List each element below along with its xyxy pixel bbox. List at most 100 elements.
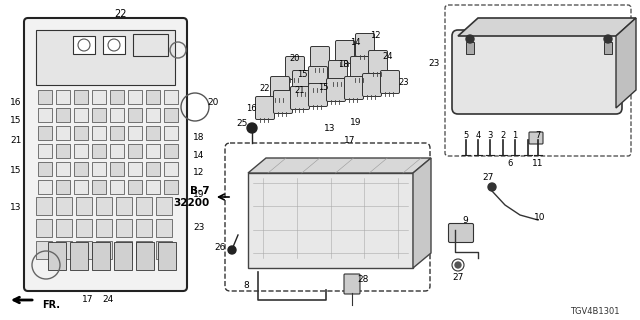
Text: 20: 20 [207, 98, 219, 107]
Bar [110, 180, 124, 194]
Text: 24: 24 [383, 52, 393, 60]
Text: 5: 5 [463, 131, 468, 140]
Bar [146, 144, 160, 158]
Bar [74, 144, 88, 158]
Bar [76, 219, 92, 237]
Text: 22: 22 [114, 9, 126, 19]
FancyBboxPatch shape [310, 46, 330, 69]
Bar [92, 180, 106, 194]
Circle shape [604, 35, 612, 43]
Bar [38, 108, 52, 122]
Bar [128, 108, 142, 122]
Bar [70, 242, 88, 270]
Text: 13: 13 [324, 124, 336, 132]
Polygon shape [458, 18, 636, 36]
Bar [56, 219, 72, 237]
Bar [56, 126, 70, 140]
Text: 4: 4 [476, 131, 481, 140]
FancyBboxPatch shape [369, 51, 387, 74]
Circle shape [466, 35, 474, 43]
Bar [136, 242, 154, 270]
Text: 20: 20 [290, 53, 300, 62]
Text: 23: 23 [429, 59, 440, 68]
Bar [158, 242, 176, 270]
Bar [92, 242, 110, 270]
Circle shape [247, 123, 257, 133]
Text: 15: 15 [10, 165, 22, 174]
Bar [156, 241, 172, 259]
Text: 21: 21 [295, 85, 305, 94]
Bar [38, 162, 52, 176]
Text: 1: 1 [513, 131, 518, 140]
Text: 16: 16 [246, 103, 256, 113]
Text: 14: 14 [349, 37, 360, 46]
Bar [128, 162, 142, 176]
Bar [36, 241, 52, 259]
Bar [136, 197, 152, 215]
Polygon shape [413, 158, 431, 268]
Text: 26: 26 [214, 243, 226, 252]
Bar [74, 180, 88, 194]
Text: 14: 14 [193, 150, 205, 159]
Bar [74, 108, 88, 122]
Bar [146, 126, 160, 140]
Bar [110, 144, 124, 158]
Bar [146, 180, 160, 194]
Circle shape [228, 246, 236, 254]
Text: 15: 15 [317, 83, 328, 92]
Circle shape [488, 183, 496, 191]
Bar [36, 30, 175, 85]
Bar [110, 108, 124, 122]
FancyBboxPatch shape [355, 34, 374, 57]
Text: 8: 8 [243, 282, 249, 291]
Bar [92, 162, 106, 176]
Text: 12: 12 [193, 167, 205, 177]
Bar [114, 242, 132, 270]
Bar [103, 36, 125, 54]
FancyBboxPatch shape [308, 67, 328, 90]
Bar [146, 90, 160, 104]
Bar [110, 90, 124, 104]
Bar [164, 108, 178, 122]
FancyBboxPatch shape [273, 91, 292, 114]
Bar [36, 197, 52, 215]
Bar [164, 144, 178, 158]
Bar [604, 42, 612, 54]
Bar [248, 173, 413, 268]
FancyBboxPatch shape [452, 30, 622, 114]
Text: 18: 18 [338, 60, 348, 68]
FancyBboxPatch shape [335, 41, 355, 63]
Bar [136, 241, 152, 259]
FancyBboxPatch shape [381, 70, 399, 93]
Text: 25: 25 [236, 118, 248, 127]
Bar [92, 108, 106, 122]
Bar [74, 126, 88, 140]
Text: 11: 11 [532, 158, 544, 167]
FancyBboxPatch shape [291, 86, 310, 109]
Polygon shape [616, 18, 636, 108]
Bar [116, 219, 132, 237]
FancyBboxPatch shape [328, 60, 348, 84]
FancyBboxPatch shape [285, 57, 305, 79]
FancyBboxPatch shape [351, 57, 369, 79]
Text: 16: 16 [10, 98, 22, 107]
FancyBboxPatch shape [24, 18, 187, 291]
FancyBboxPatch shape [326, 78, 346, 101]
FancyBboxPatch shape [292, 70, 312, 93]
Bar [56, 162, 70, 176]
Text: B-7
32200: B-7 32200 [173, 186, 210, 208]
Bar [136, 219, 152, 237]
Bar [116, 197, 132, 215]
Bar [56, 180, 70, 194]
Bar [110, 162, 124, 176]
FancyBboxPatch shape [449, 223, 474, 243]
Text: 12: 12 [370, 30, 380, 39]
Bar [38, 180, 52, 194]
Bar [128, 90, 142, 104]
Text: 17: 17 [83, 294, 93, 303]
Text: 15: 15 [297, 69, 307, 78]
Bar [164, 126, 178, 140]
Bar [156, 219, 172, 237]
Bar [73, 36, 95, 54]
FancyBboxPatch shape [344, 76, 364, 100]
